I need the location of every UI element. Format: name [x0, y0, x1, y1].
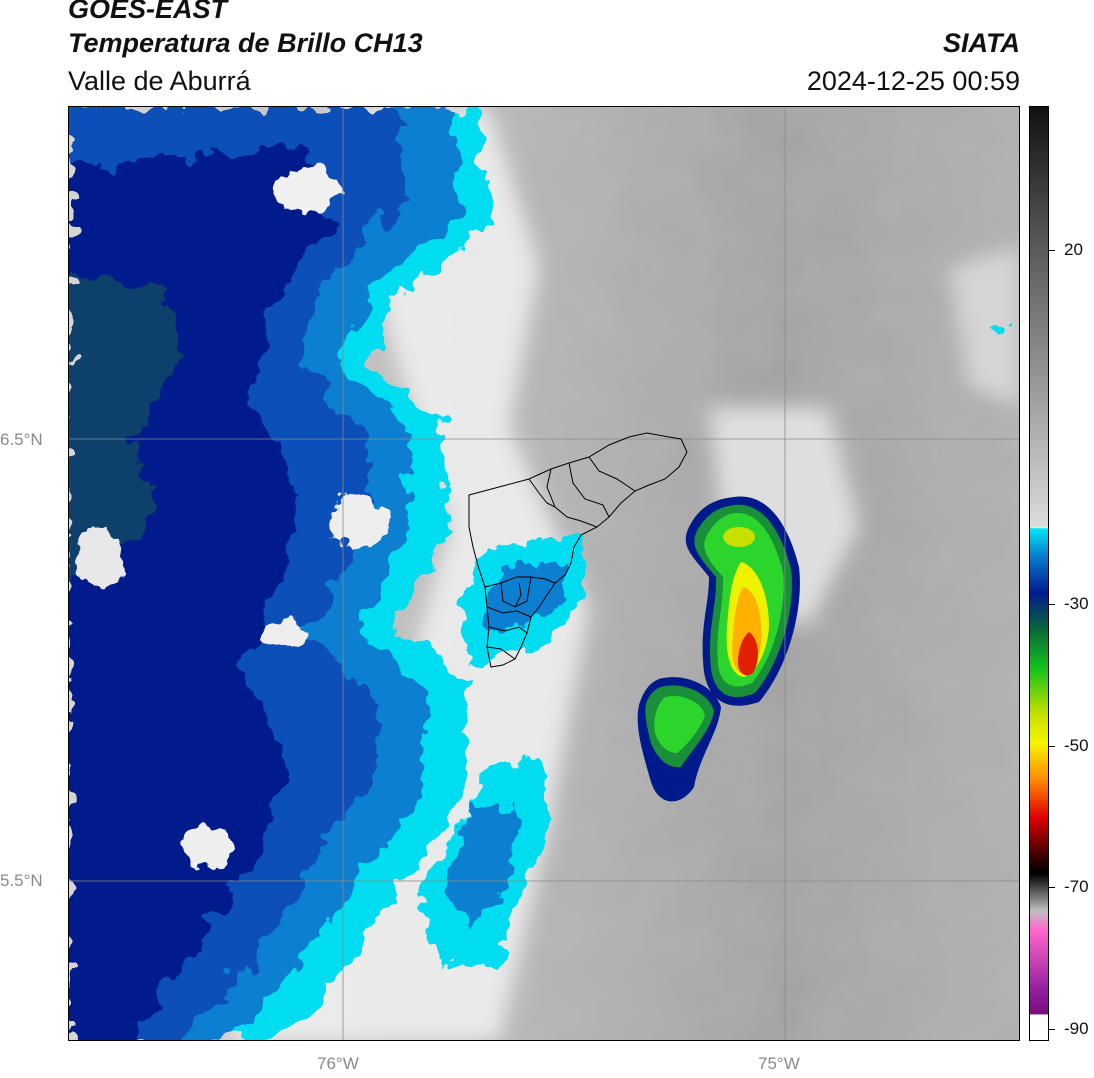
- map-image: [69, 107, 1019, 1040]
- municipal-boundaries: [468, 432, 688, 668]
- lon-label-76: 76°W: [317, 1054, 359, 1073]
- colorbar-gradient: [1030, 107, 1048, 1040]
- convective-cell-south: [637, 677, 721, 802]
- lat-label-6-5: 6.5°N: [0, 430, 43, 449]
- colorbar-label-minus90: -90: [1064, 1019, 1089, 1038]
- colorbar-tick: [1049, 250, 1055, 251]
- product-title: Temperatura de Brillo CH13: [68, 28, 423, 58]
- satellite-map[interactable]: [68, 106, 1020, 1041]
- colorbar-label-20: 20: [1064, 240, 1083, 259]
- colorbar-label-minus50: -50: [1064, 736, 1089, 755]
- lat-label-5-5: 5.5°N: [0, 871, 43, 890]
- colorbar-label-minus70: -70: [1064, 877, 1089, 896]
- agency-label: SIATA: [943, 28, 1020, 58]
- datetime-label: 2024-12-25 00:59: [806, 66, 1020, 96]
- colorbar-tick: [1049, 604, 1055, 605]
- lon-label-75: 75°W: [758, 1054, 800, 1073]
- colorbar-label-minus30: -30: [1064, 594, 1089, 613]
- convective-cell-north: [685, 496, 800, 706]
- colorbar-tick: [1049, 746, 1055, 747]
- colorbar-tick: [1049, 1029, 1055, 1030]
- satellite-title: GOES-EAST: [68, 0, 228, 24]
- graticule: [69, 107, 1019, 1040]
- colorbar: [1029, 106, 1049, 1041]
- region-subtitle: Valle de Aburrá: [68, 66, 251, 96]
- colorbar-tick: [1049, 887, 1055, 888]
